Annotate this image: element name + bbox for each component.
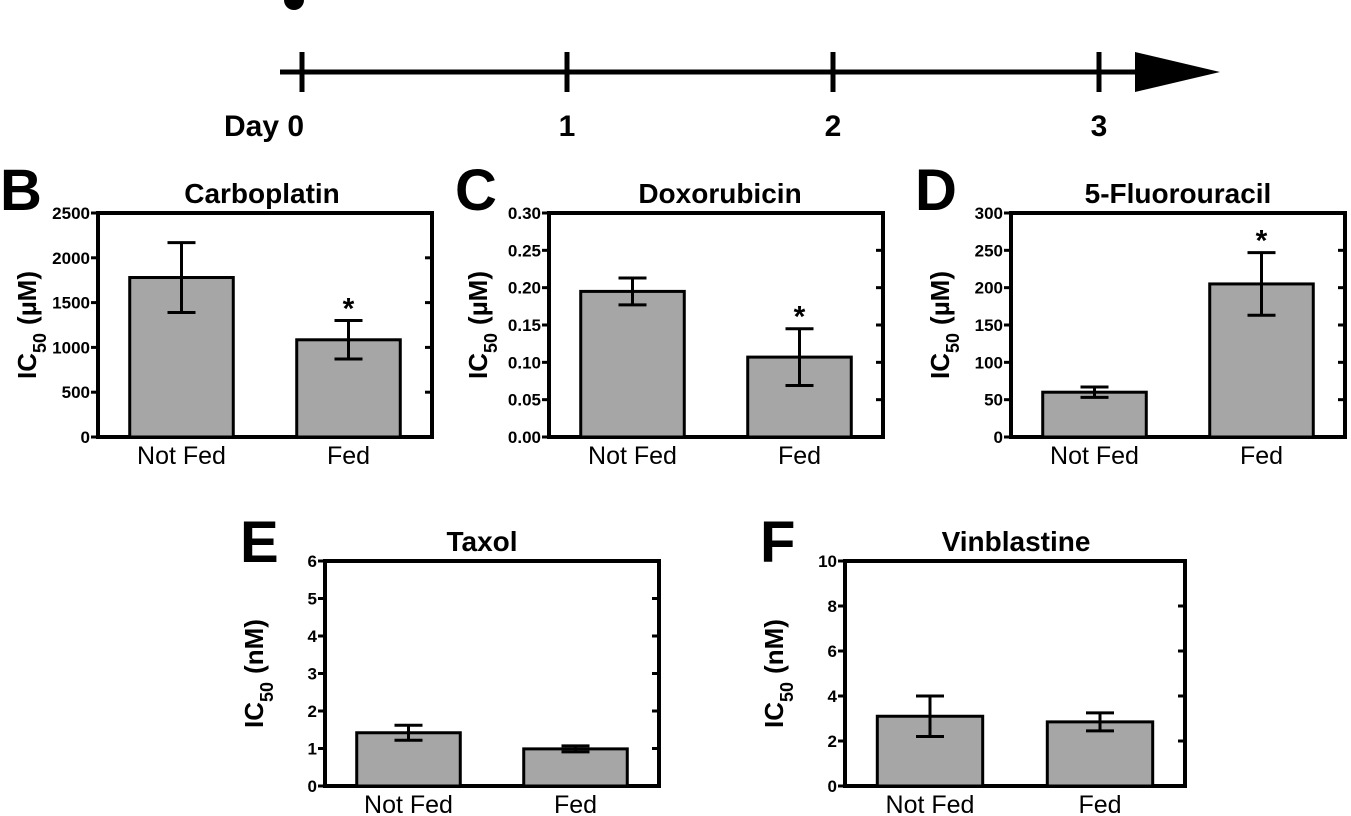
y-tick-label: 0 bbox=[81, 428, 90, 447]
y-tick-label: 3 bbox=[308, 665, 317, 684]
y-axis-label-unit: (µM) bbox=[925, 271, 955, 325]
y-axis-label-unit: (µM) bbox=[12, 271, 42, 325]
x-tick-label: Fed bbox=[327, 442, 370, 470]
y-axis-label: IC50 (nM) bbox=[759, 619, 797, 728]
y-axis-label: IC50 (µM) bbox=[925, 271, 963, 379]
y-tick-label: 1000 bbox=[52, 338, 90, 357]
y-axis-label-subscript: 50 bbox=[777, 682, 797, 702]
significance-marker: * bbox=[1256, 225, 1268, 258]
y-tick-label: 2000 bbox=[52, 249, 90, 268]
y-axis-label-subscript: 50 bbox=[943, 333, 963, 353]
panel-letter: B bbox=[0, 158, 42, 223]
panel-d-fluorouracil: D 5-Fluorouracil050100150200250300IC50(µM… bbox=[915, 158, 1347, 470]
y-tick-label: 2 bbox=[308, 702, 317, 721]
y-axis-label-subscript: 50 bbox=[257, 682, 277, 702]
y-axis-label: IC50 (µM) bbox=[463, 271, 501, 379]
x-tick-label: Not Fed bbox=[1050, 442, 1139, 470]
bar-not-fed bbox=[579, 289, 686, 439]
y-tick-label: 6 bbox=[308, 552, 317, 571]
y-axis-label-unit: (nM) bbox=[759, 619, 789, 674]
plot-frame bbox=[843, 559, 1187, 788]
timeline-label-day2: 2 bbox=[825, 110, 842, 143]
significance-marker: * bbox=[343, 293, 355, 326]
y-tick-label: 300 bbox=[975, 204, 1003, 223]
y-axis-label: IC50 (nM) bbox=[239, 619, 277, 728]
chart-title: 5-Fluorouracil bbox=[1085, 178, 1272, 209]
x-tick-label: Not Fed bbox=[364, 791, 453, 816]
y-tick-label: 250 bbox=[975, 241, 1003, 260]
y-tick-label: 0.20 bbox=[508, 279, 541, 298]
y-axis-label-subscript: 50 bbox=[30, 333, 50, 353]
y-axis-label-subscript: 50 bbox=[481, 333, 501, 353]
y-tick-label: 50 bbox=[984, 391, 1003, 410]
y-tick-label: 150 bbox=[975, 316, 1003, 335]
y-tick-label: 6 bbox=[828, 642, 837, 661]
y-tick-label: 4 bbox=[308, 627, 318, 646]
panel-e-taxol: E Taxol 0 1 2 3 4 5 6 IC50 (nM) Not Fed Fed bbox=[239, 510, 661, 816]
y-tick-label: 200 bbox=[975, 279, 1003, 298]
y-axis-label-main: IC bbox=[463, 353, 493, 379]
x-tick-label: Fed bbox=[1078, 791, 1121, 816]
y-axis-label-main: IC bbox=[925, 353, 955, 379]
y-tick-label: 0 bbox=[308, 777, 317, 796]
y-tick-label: 0.25 bbox=[508, 241, 541, 260]
y-tick-label: 0 bbox=[828, 777, 837, 796]
chart-title: Taxol bbox=[446, 526, 517, 557]
plot-frame bbox=[96, 211, 434, 439]
y-axis-label-unit: (nM) bbox=[239, 619, 269, 674]
x-tick-label: Fed bbox=[554, 791, 597, 816]
timeline-dot-fragment bbox=[284, 0, 304, 10]
panel-letter: D bbox=[915, 158, 957, 223]
y-axis-label-main: IC bbox=[759, 702, 789, 728]
bar-fed bbox=[1045, 720, 1155, 788]
timeline-arrow bbox=[1135, 52, 1220, 92]
y-tick-label: 0.30 bbox=[508, 204, 541, 223]
y-tick-label: 1500 bbox=[52, 294, 90, 313]
y-tick-label: 5 bbox=[308, 590, 317, 609]
timeline-label-day0: Day 0 bbox=[224, 110, 304, 143]
y-tick-label: 0.05 bbox=[508, 391, 541, 410]
y-tick-label: 0.10 bbox=[508, 353, 541, 372]
chart-title: Vinblastine bbox=[942, 526, 1091, 557]
panel-letter: E bbox=[240, 510, 279, 575]
x-tick-label: Fed bbox=[778, 442, 821, 470]
panel-f-vinblastine: F Vinblastine 0 2 4 6 8 10 IC50 (nM) Not Fed Fed bbox=[759, 510, 1187, 816]
x-tick-label: Fed bbox=[1240, 442, 1283, 470]
panel-letter: F bbox=[760, 510, 795, 575]
chart-title: Doxorubicin bbox=[638, 178, 801, 209]
panel-c-doxorubicin: C Doxorubicin 0.00 0.05 0.10 0.15 0.20 0.25 0.30… bbox=[455, 158, 885, 470]
chart-title: Carboplatin bbox=[184, 178, 340, 209]
y-tick-label: 100 bbox=[975, 353, 1003, 372]
y-tick-label: 0.15 bbox=[508, 316, 541, 335]
y-axis-label-main: IC bbox=[12, 353, 42, 379]
timeline: Day 0 1 2 3 bbox=[224, 0, 1220, 143]
y-tick-label: 500 bbox=[62, 383, 90, 402]
y-tick-label: 0 bbox=[994, 428, 1003, 447]
bar-fed bbox=[522, 747, 629, 788]
y-tick-label: 4 bbox=[828, 687, 838, 706]
timeline-label-day3: 3 bbox=[1091, 110, 1108, 143]
y-tick-label: 0.00 bbox=[508, 428, 541, 447]
x-tick-label: Not Fed bbox=[886, 791, 975, 816]
panel-letter: C bbox=[455, 158, 497, 223]
y-tick-label: 1 bbox=[308, 740, 317, 759]
y-tick-label: 10 bbox=[818, 552, 837, 571]
y-axis-label: IC50 (µM) bbox=[12, 271, 50, 379]
y-axis-label-main: IC bbox=[239, 702, 269, 728]
y-tick-label: 2 bbox=[828, 732, 837, 751]
y-tick-label: 2500 bbox=[52, 204, 90, 223]
y-tick-label: 8 bbox=[828, 597, 837, 616]
x-tick-label: Not Fed bbox=[137, 442, 226, 470]
significance-marker: * bbox=[794, 301, 806, 334]
panel-b-carboplatin: B Carboplatin 0 500 1000 1500 2000 2500 IC50 (µM)… bbox=[0, 158, 434, 470]
timeline-label-day1: 1 bbox=[559, 110, 576, 143]
y-axis-label-unit: (µM) bbox=[463, 271, 493, 325]
x-tick-label: Not Fed bbox=[588, 442, 677, 470]
